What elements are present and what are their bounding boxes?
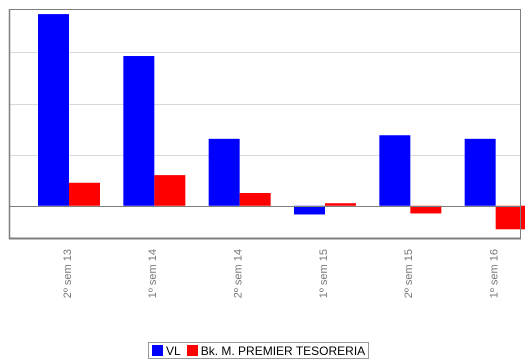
bar-vl-4 (379, 135, 411, 206)
bar-benchmark-5 (495, 205, 525, 230)
bar-benchmark-1 (154, 175, 186, 206)
bar-benchmark-0 (69, 182, 100, 206)
legend-item-benchmark: Bk. M. PREMIER TESORERIA (186, 343, 366, 358)
x-tick-labels: 2º sem 13 1º sem 14 2º sem 14 1º sem 15 2º s… (62, 249, 501, 298)
bars (38, 14, 525, 230)
legend: VL Bk. M. PREMIER TESORERIA (148, 342, 370, 359)
legend-label-vl: VL (166, 343, 181, 358)
x-tick-label-3: 1º sem 15 (318, 249, 330, 298)
legend-swatch-vl (152, 345, 163, 356)
bar-benchmark-3 (325, 203, 356, 206)
x-tick-label-4: 2º sem 15 (403, 249, 415, 298)
bar-vl-1 (123, 56, 155, 206)
x-tick-label-2: 2º sem 14 (233, 249, 245, 298)
bar-benchmark-4 (410, 205, 442, 214)
legend-label-benchmark: Bk. M. PREMIER TESORERIA (200, 343, 366, 358)
bar-vl-3 (294, 205, 325, 215)
bar-vl-0 (38, 14, 69, 206)
axes (8, 9, 521, 240)
legend-swatch-benchmark (186, 345, 198, 356)
bar-benchmark-2 (239, 193, 271, 206)
bar-vl-5 (464, 138, 496, 206)
x-tick-label-0: 2º sem 13 (62, 249, 74, 298)
bar-vl-2 (208, 138, 240, 206)
x-tick-label-1: 1º sem 14 (147, 249, 159, 298)
x-tick-label-5: 1º sem 16 (489, 249, 501, 298)
legend-item-vl: VL (152, 344, 181, 358)
